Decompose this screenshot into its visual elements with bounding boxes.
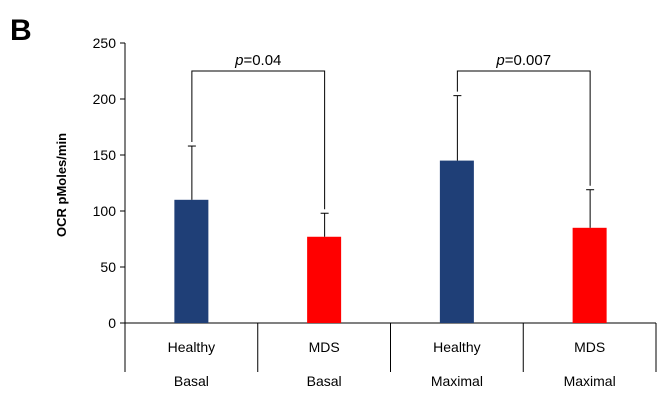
panel-label: B (10, 14, 32, 47)
bar (572, 227, 607, 323)
bar (307, 236, 342, 323)
y-tick-label: 150 (93, 147, 117, 163)
significance-brackets: p=0.04 p=0.007 (191, 52, 591, 210)
category-label-top: MDS (309, 339, 340, 355)
category-label-bottom: Maximal (564, 373, 616, 389)
p-value-label: p=0.007 (495, 52, 551, 69)
p-value-label: p=0.04 (234, 52, 281, 69)
category-table: Healthy Basal MDS Basal Healthy Maximal MDS Max… (124, 323, 657, 389)
category-label-top: MDS (574, 339, 605, 355)
y-tick-label: 250 (93, 35, 117, 51)
category-label-bottom: Maximal (431, 373, 483, 389)
y-tick-label: 50 (100, 259, 116, 275)
category-label-bottom: Basal (174, 373, 209, 389)
significance-bracket (456, 70, 591, 186)
y-tick-label: 0 (108, 315, 116, 331)
category-label-bottom: Basal (307, 373, 342, 389)
y-tick-label: 100 (93, 203, 117, 219)
y-ticks: 0 50 100 150 200 250 (93, 35, 125, 331)
bar (439, 160, 474, 323)
y-axis-label: OCR pMoles/min (54, 133, 69, 237)
error-bars (187, 95, 595, 237)
y-tick-label: 200 (93, 91, 117, 107)
category-label-top: Healthy (168, 339, 215, 355)
bar (174, 199, 209, 323)
bars (174, 160, 607, 323)
significance-bracket (191, 70, 326, 210)
category-label-top: Healthy (433, 339, 480, 355)
